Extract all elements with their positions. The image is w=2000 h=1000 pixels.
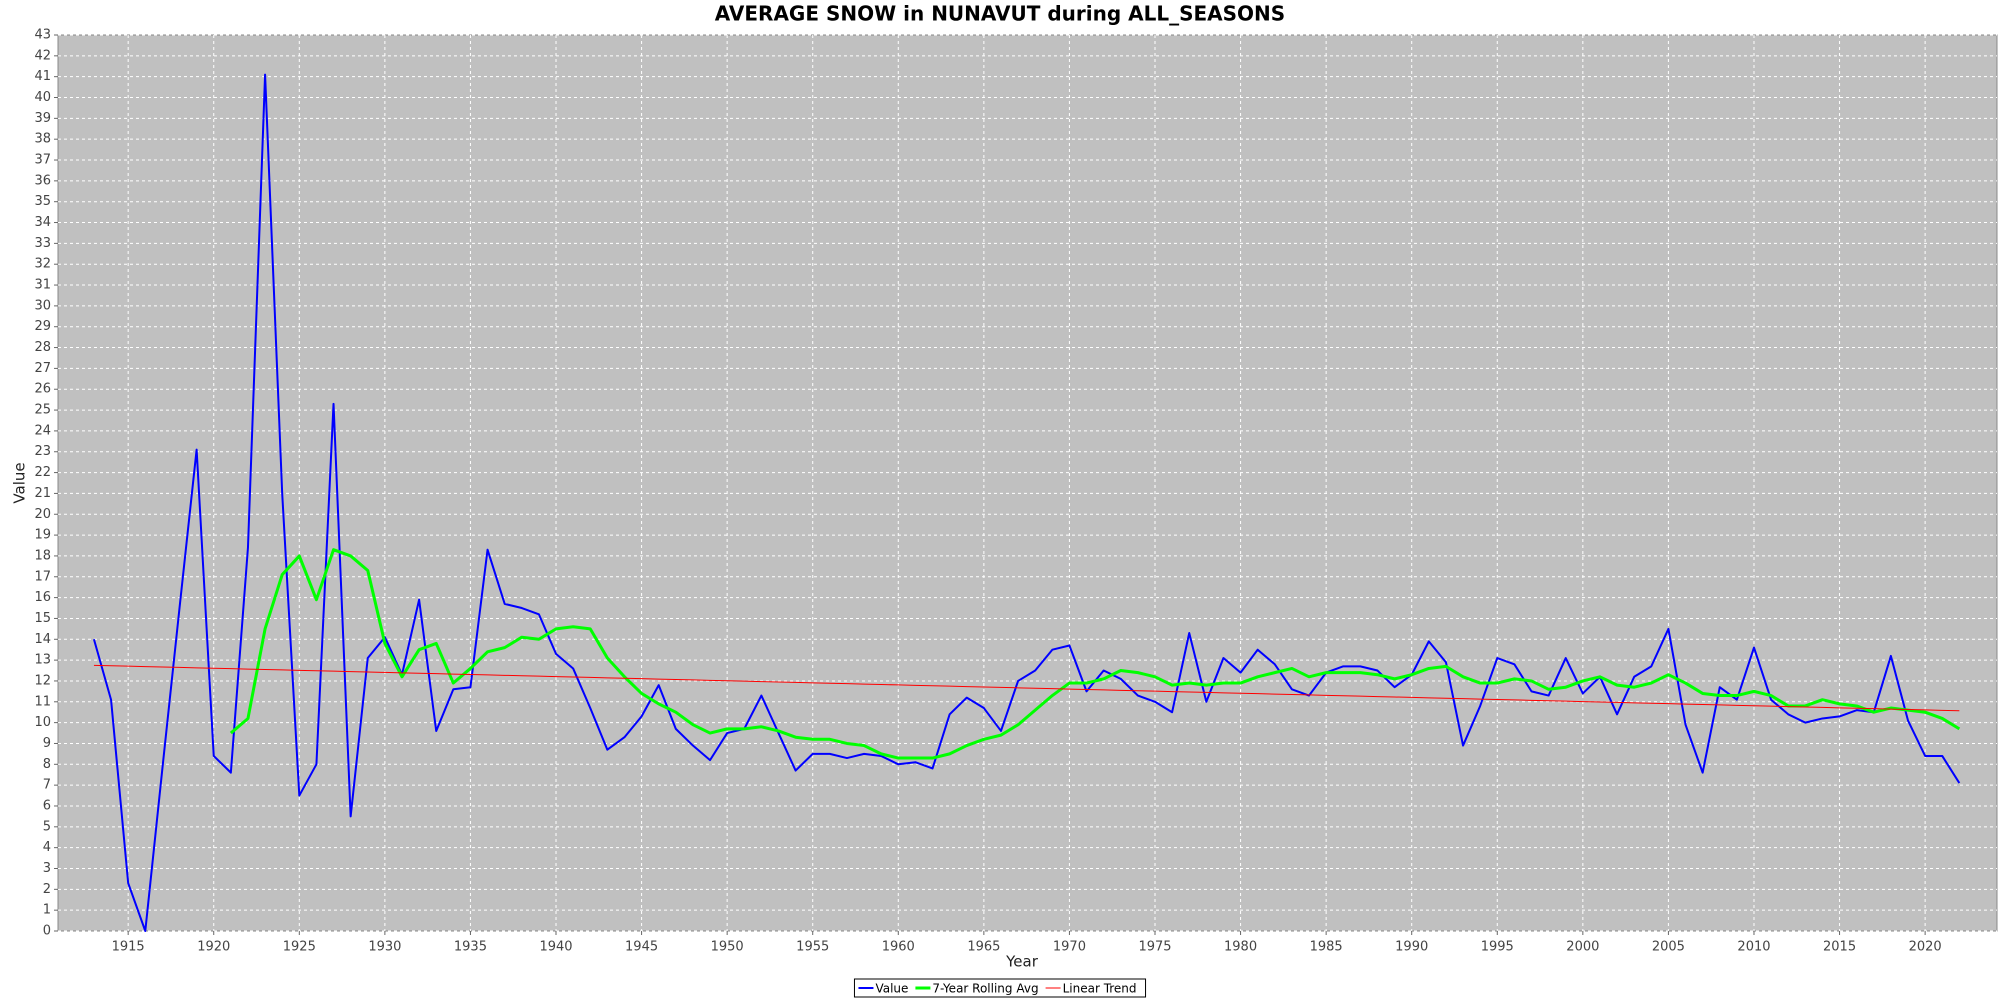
y-tick-label: 31 (34, 278, 51, 293)
series-line (92, 73, 1961, 932)
x-tick-label: 1965 (967, 940, 1000, 955)
y-tick-label: 4 (43, 840, 51, 855)
y-tick-label: 23 (34, 444, 51, 459)
y-tick-label: 33 (34, 236, 51, 251)
x-tick-label: 1985 (1310, 940, 1343, 955)
y-tick-label: 20 (34, 507, 51, 522)
x-tick-label: 1940 (539, 940, 572, 955)
y-tick-label: 29 (34, 319, 51, 334)
y-tick-label: 43 (34, 28, 51, 43)
y-tick-label: 2 (43, 882, 51, 897)
y-tick-label: 21 (34, 486, 51, 501)
y-tick-label: 5 (43, 819, 51, 834)
x-tick-label: 2005 (1652, 940, 1685, 955)
legend-label: Linear Trend (1063, 982, 1137, 996)
y-tick-label: 13 (34, 653, 51, 668)
y-tick-label: 14 (34, 632, 51, 647)
y-tick-label: 18 (34, 548, 51, 563)
series-line (229, 548, 1961, 760)
y-tick-label: 10 (34, 715, 51, 730)
y-tick-label: 39 (34, 111, 51, 126)
x-tick-label: 1960 (882, 940, 915, 955)
y-tick-label: 30 (34, 298, 51, 313)
x-tick-label: 2010 (1737, 940, 1770, 955)
lines (92, 73, 1961, 932)
y-tick-label: 1 (43, 903, 51, 918)
legend: Value 7-Year Rolling Avg Linear Trend (853, 978, 1147, 998)
y-axis-label: Value (11, 462, 29, 503)
y-tick-label: 22 (34, 465, 51, 480)
y-tick-label: 28 (34, 340, 51, 355)
x-tick-label: 1920 (197, 940, 230, 955)
x-tick-label: 1945 (625, 940, 658, 955)
y-tick-label: 8 (43, 757, 51, 772)
x-tick-label: 2020 (1909, 940, 1942, 955)
x-tick-label: 1980 (1224, 940, 1257, 955)
y-tick-label: 15 (34, 611, 51, 626)
x-tick-label: 1990 (1395, 940, 1428, 955)
y-tick-label: 41 (34, 69, 51, 84)
x-tick-label: 1955 (796, 940, 829, 955)
x-tick-label: 1995 (1481, 940, 1514, 955)
series-line (93, 664, 1960, 712)
x-tick-label: 1935 (454, 940, 487, 955)
y-tick-label: 32 (34, 257, 51, 272)
plot-area (57, 34, 1998, 932)
x-tick-label: 1975 (1138, 940, 1171, 955)
y-tick-label: 3 (43, 861, 51, 876)
y-tick-label: 16 (34, 590, 51, 605)
y-tick-label: 25 (34, 403, 51, 418)
y-tick-label: 27 (34, 361, 51, 376)
y-tick-label: 36 (34, 173, 51, 188)
y-tick-label: 38 (34, 132, 51, 147)
x-tick-label: 1950 (711, 940, 744, 955)
y-tick-label: 34 (34, 215, 51, 230)
y-tick-label: 11 (34, 694, 51, 709)
y-tick-label: 9 (43, 736, 51, 751)
y-tick-label: 26 (34, 382, 51, 397)
y-tick-label: 19 (34, 528, 51, 543)
y-tick-label: 0 (43, 924, 51, 939)
legend-label: 7-Year Rolling Avg (932, 982, 1038, 996)
y-tick-label: 17 (34, 569, 51, 584)
x-tick-label: 2015 (1823, 940, 1856, 955)
x-axis-label: Year (1005, 953, 1039, 971)
y-tick-label: 40 (34, 90, 51, 105)
x-tick-label: 1970 (1053, 940, 1086, 955)
chart-title: AVERAGE SNOW in NUNAVUT during ALL_SEASO… (715, 2, 1285, 26)
y-tick-label: 12 (34, 673, 51, 688)
y-tick-label: 24 (34, 423, 51, 438)
y-tick-label: 35 (34, 194, 51, 209)
x-tick-label: 2000 (1566, 940, 1599, 955)
y-tick-label: 7 (43, 778, 51, 793)
x-tick-label: 1915 (112, 940, 145, 955)
y-tick-label: 42 (34, 48, 51, 63)
x-tick-label: 1925 (283, 940, 316, 955)
x-tick-label: 1930 (368, 940, 401, 955)
legend-box (853, 978, 1147, 998)
y-tick-label: 37 (34, 153, 51, 168)
y-tick-label: 6 (43, 798, 51, 813)
legend-label: Value (875, 982, 908, 996)
